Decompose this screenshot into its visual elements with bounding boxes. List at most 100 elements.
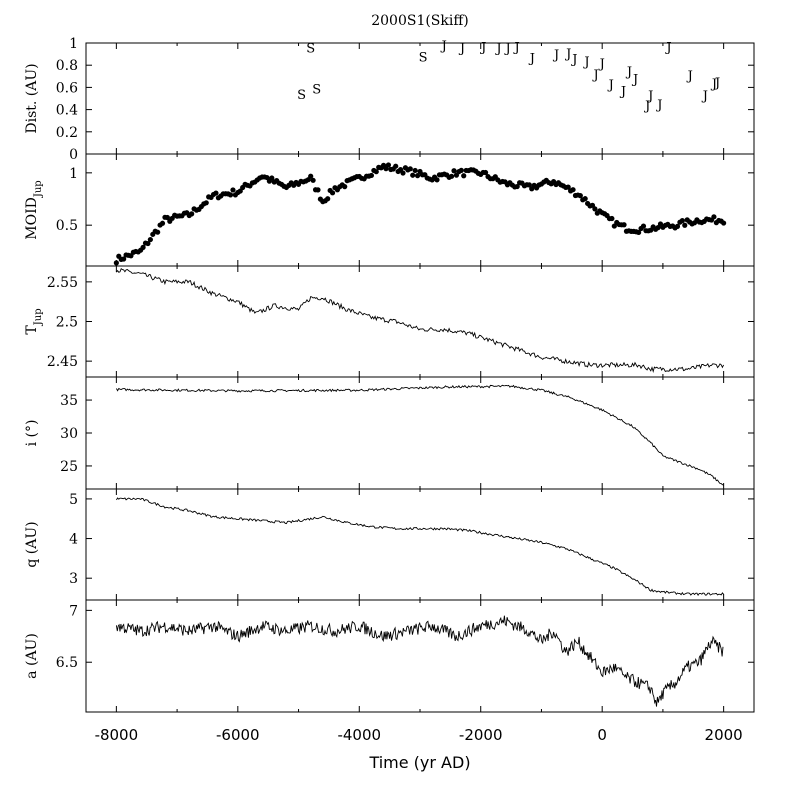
x-axis-label: Time (yr AD) (368, 753, 470, 772)
moid-point (526, 182, 532, 188)
moid-point (621, 222, 627, 228)
moid-point (582, 196, 588, 202)
y-tick-label: 0 (69, 147, 78, 163)
y-tick-label: 1 (69, 36, 78, 52)
y-tick-label: 0.2 (56, 125, 78, 141)
encounter-marker-j: J (664, 40, 671, 55)
moid-point (721, 220, 727, 226)
moid-point (410, 172, 416, 178)
y-axis-label: TJup (24, 308, 44, 334)
x-tick-label: 2000 (705, 726, 743, 744)
panel-4: 25 30 35 i (°) (24, 376, 755, 490)
encounter-marker-j: J (479, 40, 486, 55)
y-tick-label: 6.5 (56, 655, 78, 671)
y-axis-label: q (AU) (24, 521, 40, 567)
y-tick-label: 25 (60, 459, 78, 475)
moid-point (342, 184, 348, 190)
moid-point (368, 172, 375, 179)
encounter-marker-j: J (570, 53, 577, 68)
moid-point (412, 167, 418, 174)
moid-point (329, 190, 336, 196)
figure-title: 2000S1(Skiff) (371, 13, 469, 29)
y-tick-label: 0.5 (56, 218, 78, 234)
moid-point (592, 206, 598, 212)
y-tick-label: 2.45 (47, 354, 78, 370)
moid-point (461, 173, 467, 179)
moid-point (565, 184, 571, 190)
y-tick-label: 0.6 (56, 80, 78, 96)
encounter-marker-j: J (701, 89, 708, 104)
encounter-marker-j: J (582, 55, 589, 70)
panel-frame (85, 376, 755, 490)
y-axis-label: i (°) (24, 420, 40, 447)
moid-point (482, 169, 489, 176)
x-tick-label: -8000 (95, 726, 139, 744)
encounter-marker-j: J (591, 68, 598, 83)
x-tick-label: -6000 (216, 726, 260, 744)
encounter-marker-s: S (312, 83, 321, 98)
moid-point (213, 190, 219, 196)
panel-frame (85, 488, 755, 601)
moid-point (682, 222, 688, 228)
y-tick-label: 5 (69, 492, 78, 508)
y-axis-label: a (AU) (24, 633, 40, 679)
moid-point (711, 214, 717, 220)
encounter-marker-j: J (625, 65, 632, 80)
encounter-marker-j: J (513, 40, 520, 55)
panel-3: 2.45 2.5 2.55 TJup (24, 265, 755, 378)
moid-point (400, 170, 406, 176)
y-axis-label: Dist. (AU) (24, 63, 40, 133)
series-line (116, 267, 725, 373)
y-tick-label: 7 (69, 603, 78, 619)
moid-point (147, 236, 153, 243)
encounter-marker-j: J (655, 98, 662, 113)
y-tick-label: 2.55 (47, 275, 78, 291)
moid-point (310, 177, 316, 183)
moid-point (655, 225, 661, 231)
panel-frame (85, 265, 755, 378)
encounter-marker-j: J (643, 99, 650, 114)
panel-5: 3 4 5 q (AU) (24, 488, 755, 601)
x-axis: -8000 -6000 -4000 -2000 0 2000 (95, 726, 743, 744)
moid-point (189, 211, 195, 217)
moid-point (121, 256, 127, 262)
encounter-marker-j: J (440, 39, 447, 54)
encounter-marker-j: J (503, 41, 510, 56)
encounter-marker-j: J (713, 76, 720, 91)
moid-point (636, 229, 642, 236)
x-tick-label: 0 (597, 726, 607, 744)
moid-point (514, 183, 520, 190)
panel-2: 0.5 1 MOIDJup (24, 153, 755, 267)
moid-point (155, 229, 161, 235)
encounter-marker-j: J (528, 51, 535, 66)
moid-point (458, 167, 464, 173)
series-line (116, 384, 724, 486)
y-tick-label: 0.4 (56, 103, 78, 119)
moid-point (164, 214, 170, 221)
series-line (115, 615, 724, 707)
moid-point (140, 244, 146, 250)
x-tick-label: -4000 (337, 726, 381, 744)
encounter-marker-j: J (710, 77, 717, 92)
encounter-marker-s: S (306, 41, 315, 56)
moid-point (227, 192, 234, 198)
encounter-marker-j: J (619, 85, 626, 100)
panel-frame (85, 599, 755, 713)
moid-point (315, 187, 321, 193)
y-tick-label: 0.8 (56, 58, 78, 74)
encounter-marker-s: S (297, 88, 306, 103)
moid-point (609, 215, 615, 222)
moid-point (414, 173, 421, 179)
series-line (116, 497, 724, 597)
encounter-marker-j: J (552, 48, 559, 63)
moid-point (448, 173, 455, 179)
panel-6: 6.5 7 a (AU) (24, 599, 755, 713)
y-tick-label: 4 (69, 532, 78, 548)
moid-point (325, 196, 331, 202)
encounter-marker-j: J (631, 73, 638, 88)
y-axis-label: MOIDJup (24, 180, 44, 239)
encounter-marker-j: J (564, 47, 571, 62)
